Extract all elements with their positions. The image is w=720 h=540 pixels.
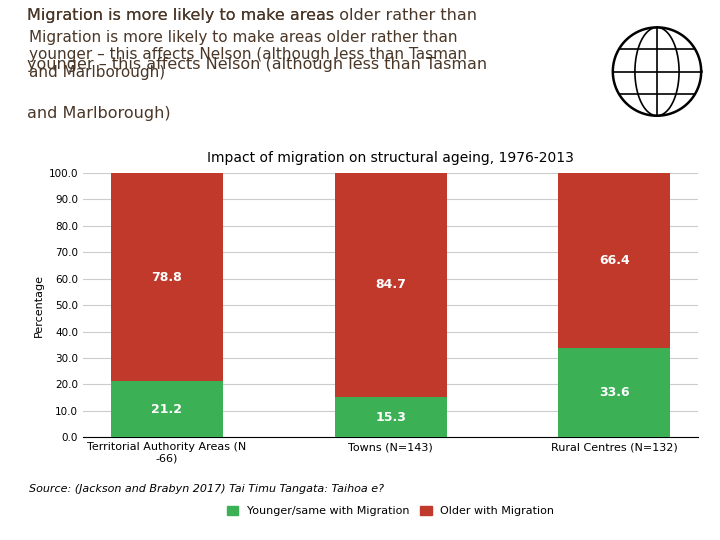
Bar	[559, 348, 670, 437]
Text: 78.8: 78.8	[151, 271, 182, 284]
Text: Migration is more likely to make areas older rather than
younger – this affects : Migration is more likely to make areas o…	[29, 30, 467, 79]
Text: 36: 36	[680, 516, 691, 525]
Text: 15.3: 15.3	[375, 410, 406, 424]
Text: and Marlborough): and Marlborough)	[27, 106, 171, 121]
Bar	[111, 381, 222, 437]
Text: Source: (Jackson and Brabyn 2017) Tai Timu Tangata: Taihoa e?: Source: (Jackson and Brabyn 2017) Tai Ti…	[29, 484, 384, 494]
Text: Migration is more likely to make areas: Migration is more likely to make areas	[27, 8, 339, 23]
Text: 84.7: 84.7	[375, 278, 406, 292]
Text: NATALIE JACKSON DEMOGRAPHICS LTD: NATALIE JACKSON DEMOGRAPHICS LTD	[264, 516, 413, 525]
Bar	[335, 173, 446, 397]
Bar	[111, 173, 222, 381]
Legend: Younger/same with Migration, Older with Migration: Younger/same with Migration, Older with …	[222, 501, 559, 521]
Bar	[335, 397, 446, 437]
Y-axis label: Percentage: Percentage	[35, 274, 44, 336]
Text: younger – this affects Nelson (although less than Tasman: younger – this affects Nelson (although …	[27, 57, 487, 72]
Text: 21.2: 21.2	[151, 403, 182, 416]
Text: 33.6: 33.6	[599, 387, 630, 400]
Text: Migration is more likely to make areas older rather than: Migration is more likely to make areas o…	[27, 8, 477, 23]
Title: Impact of migration on structural ageing, 1976-2013: Impact of migration on structural ageing…	[207, 151, 574, 165]
Text: 66.4: 66.4	[599, 254, 630, 267]
Bar	[559, 173, 670, 348]
